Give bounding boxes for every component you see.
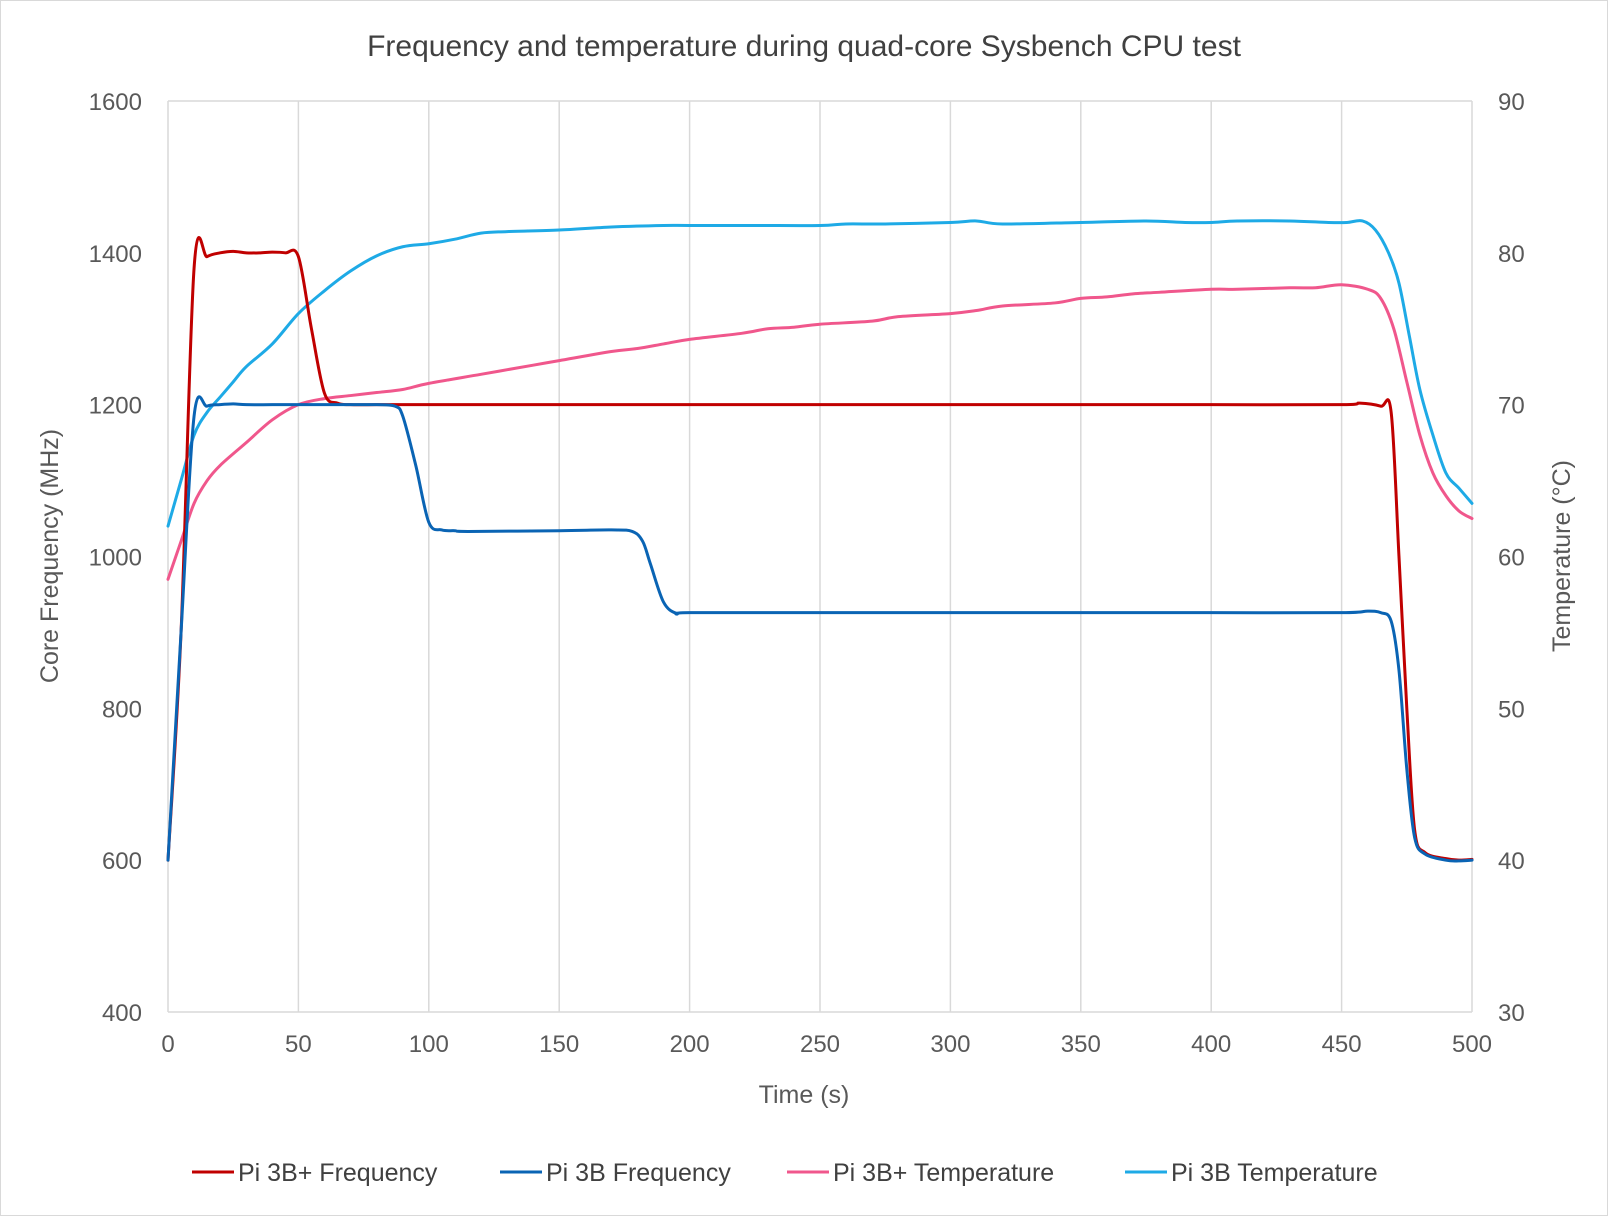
y2-tick-label: 30	[1498, 1000, 1525, 1027]
x-axis-label: Time (s)	[759, 1081, 850, 1109]
series-line-0	[166, 236, 1474, 862]
series-line-3	[166, 219, 1474, 528]
x-tick-label: 100	[409, 1031, 449, 1058]
series-line-2	[166, 283, 1474, 581]
y-tick-label: 800	[102, 696, 142, 723]
series-lines	[166, 219, 1474, 863]
legend-label: Pi 3B+ Frequency	[238, 1159, 438, 1187]
y2-tick-label: 70	[1498, 393, 1525, 420]
y2-tick-label: 80	[1498, 241, 1525, 268]
legend-label: Pi 3B+ Temperature	[833, 1159, 1054, 1187]
x-tick-label: 150	[539, 1031, 579, 1058]
gridlines	[167, 100, 1473, 1013]
y2-tick-label: 40	[1498, 848, 1525, 875]
x-tick-label: 350	[1061, 1031, 1101, 1058]
x-tick-label: 450	[1322, 1031, 1362, 1058]
y-tick-label: 600	[102, 848, 142, 875]
tick-labels: 0 50 100 150 200 250 300 350 400 450 500 400 600 800 1…	[89, 89, 1525, 1058]
y-axis-label: Core Frequency (MHz)	[36, 429, 64, 683]
x-tick-label: 250	[800, 1031, 840, 1058]
y-tick-label: 400	[102, 1000, 142, 1027]
y-tick-label: 1200	[89, 393, 142, 420]
x-tick-label: 0	[161, 1031, 174, 1058]
chart-title: Frequency and temperature during quad-co…	[367, 30, 1241, 63]
series-line-1	[166, 395, 1474, 863]
x-tick-label: 400	[1191, 1031, 1231, 1058]
y-tick-label: 1600	[89, 89, 142, 116]
legend-label: Pi 3B Frequency	[546, 1159, 731, 1187]
x-tick-label: 200	[670, 1031, 710, 1058]
y2-tick-label: 50	[1498, 696, 1525, 723]
legend-label: Pi 3B Temperature	[1171, 1159, 1378, 1187]
y2-axis-label: Temperature (°C)	[1548, 460, 1576, 652]
legend: Pi 3B+ Frequency Pi 3B Frequency Pi 3B+ Te…	[192, 1159, 1378, 1187]
x-tick-label: 300	[930, 1031, 970, 1058]
y-tick-label: 1000	[89, 545, 142, 572]
x-tick-label: 50	[285, 1031, 312, 1058]
y2-tick-label: 60	[1498, 545, 1525, 572]
x-tick-label: 500	[1452, 1031, 1492, 1058]
y-tick-label: 1400	[89, 241, 142, 268]
y2-tick-label: 90	[1498, 89, 1525, 116]
